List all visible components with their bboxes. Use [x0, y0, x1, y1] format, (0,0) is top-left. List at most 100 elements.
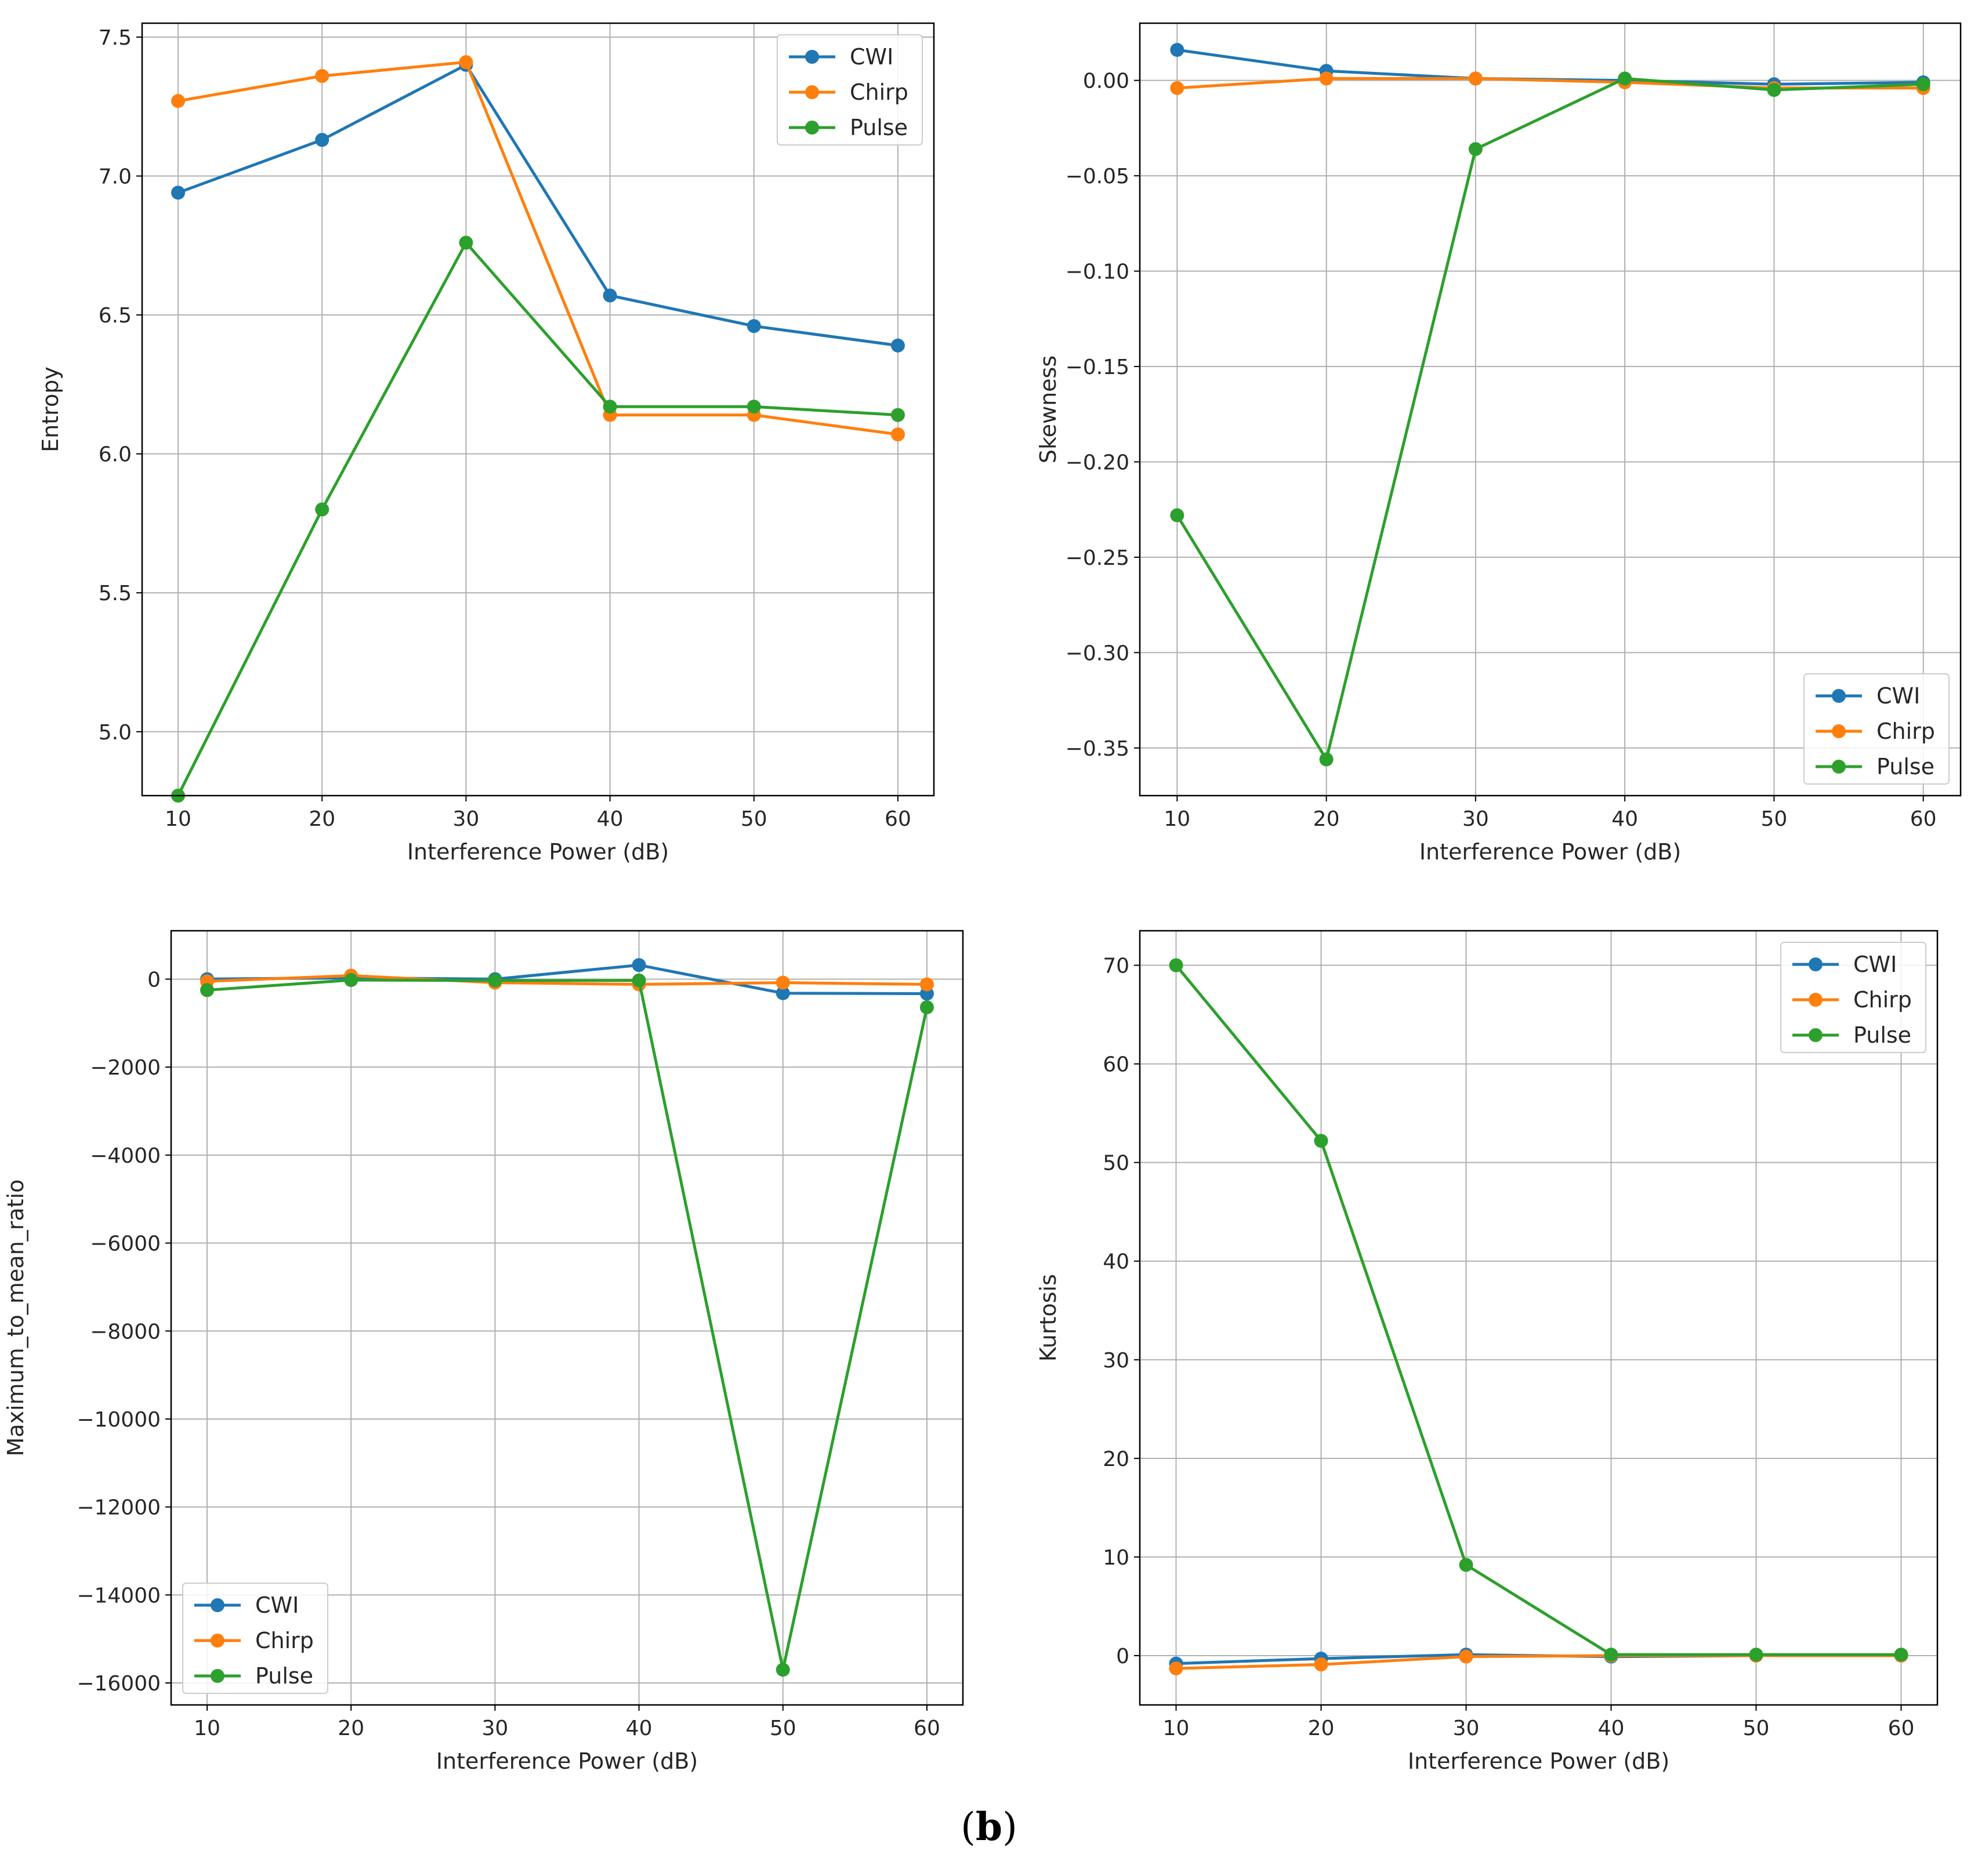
legend-marker-chirp	[1809, 993, 1823, 1007]
data-point-pulse-50	[1767, 83, 1781, 97]
series-line-pulse	[1175, 964, 1901, 1656]
data-point-cwi-60	[890, 338, 905, 353]
y-tick-label: 40	[1103, 1250, 1129, 1274]
legend-marker-chirp	[211, 1634, 224, 1648]
y-tick-label: 10	[1103, 1546, 1129, 1570]
y-tick-label: 50	[1103, 1152, 1129, 1175]
legend-label-pulse: Pulse	[1853, 1022, 1911, 1048]
series-line-pulse	[176, 241, 899, 797]
y-tick-label: −0.15	[1066, 355, 1129, 379]
data-point-cwi-10	[171, 186, 186, 200]
legend-marker-pulse	[1832, 760, 1846, 774]
y-tick-label: −2000	[90, 1056, 161, 1080]
y-tick-label: −0.10	[1066, 260, 1129, 284]
y-tick-label: 6.0	[99, 443, 132, 467]
x-tick-label: 40	[597, 807, 624, 831]
x-axis-label: Interference Power (dB)	[407, 839, 669, 865]
data-point-pulse-60	[1894, 1648, 1908, 1662]
y-tick-label: 0	[1116, 1645, 1129, 1668]
y-tick-label: 7.0	[99, 165, 132, 189]
data-point-pulse-50	[747, 400, 761, 414]
data-point-pulse-40	[603, 400, 617, 414]
data-point-chirp-20	[1314, 1657, 1328, 1672]
y-tick-label: −0.05	[1066, 165, 1129, 188]
x-tick-label: 40	[626, 1717, 653, 1740]
legend-label-chirp: Chirp	[1876, 719, 1935, 744]
y-tick-label: −0.20	[1066, 451, 1129, 474]
x-tick-label: 30	[1453, 1717, 1480, 1740]
y-tick-label: 20	[1103, 1447, 1129, 1471]
y-tick-label: 5.0	[99, 721, 132, 745]
data-point-cwi-50	[776, 986, 790, 1000]
data-point-pulse-20	[315, 502, 329, 517]
x-tick-label: 50	[741, 807, 767, 831]
plot-frame	[141, 22, 935, 797]
legend-marker-chirp	[805, 85, 819, 99]
x-tick-label: 30	[453, 807, 480, 831]
data-point-pulse-10	[1170, 508, 1184, 522]
x-tick-label: 30	[482, 1717, 509, 1740]
legend-marker-cwi	[1832, 689, 1846, 703]
y-tick-label: 0	[147, 968, 161, 992]
legend-marker-pulse	[805, 121, 819, 135]
y-tick-label: −12000	[77, 1496, 161, 1520]
x-tick-label: 40	[1598, 1717, 1625, 1740]
x-tick-label: 10	[1163, 1717, 1190, 1740]
data-point-pulse-30	[488, 973, 502, 988]
legend-marker-pulse	[1809, 1028, 1823, 1042]
y-tick-label: 5.5	[99, 582, 132, 605]
data-point-pulse-50	[1749, 1648, 1763, 1662]
x-tick-label: 30	[1462, 807, 1489, 831]
x-axis-label: Interference Power (dB)	[1419, 839, 1681, 865]
data-point-chirp-60	[890, 427, 905, 442]
y-tick-label: −0.35	[1066, 737, 1129, 761]
data-point-cwi-10	[1170, 43, 1184, 57]
legend-label-cwi: CWI	[1853, 952, 1897, 977]
y-tick-label: −4000	[90, 1144, 161, 1168]
x-tick-label: 50	[770, 1717, 796, 1740]
series-line-cwi	[207, 963, 928, 995]
y-tick-label: −6000	[90, 1232, 161, 1256]
y-tick-label: 60	[1103, 1053, 1129, 1077]
y-tick-label: −0.30	[1066, 641, 1129, 665]
x-tick-label: 20	[309, 807, 335, 831]
y-tick-label: 6.5	[99, 304, 132, 328]
data-point-chirp-10	[171, 94, 186, 108]
series-line-pulse	[1176, 77, 1923, 761]
skewness-panel: 10 20 30 40 50 60 −0.35 −0.30 −0.25 −0.20 −0.15 −0.…	[1035, 22, 1962, 865]
data-point-pulse-20	[1314, 1134, 1328, 1148]
legend-label-pulse: Pulse	[255, 1663, 313, 1689]
data-point-pulse-50	[776, 1663, 790, 1677]
y-tick-label: 70	[1103, 955, 1129, 978]
data-point-pulse-30	[1468, 142, 1483, 157]
y-tick-label: 0.00	[1083, 70, 1129, 93]
data-point-chirp-60	[919, 977, 934, 992]
x-axis-label: Interference Power (dB)	[436, 1748, 698, 1774]
legend-label-chirp: Chirp	[850, 79, 908, 105]
data-point-cwi-20	[315, 133, 329, 147]
y-axis-label: Skewness	[1035, 355, 1061, 463]
legend-label-pulse: Pulse	[1876, 754, 1934, 779]
plot-frame	[170, 930, 964, 1706]
x-tick-label: 60	[1910, 807, 1937, 831]
legend: CWI Chirp Pulse	[1780, 942, 1926, 1053]
data-point-pulse-30	[1459, 1558, 1473, 1572]
x-tick-label: 10	[194, 1717, 220, 1740]
series-line-chirp	[1176, 1654, 1901, 1670]
data-point-chirp-30	[1459, 1649, 1473, 1664]
data-point-cwi-40	[603, 288, 617, 303]
legend: CWI Chirp Pulse	[1803, 673, 1950, 785]
y-tick-label: −8000	[90, 1320, 161, 1344]
legend-marker-cwi	[211, 1598, 224, 1612]
data-point-pulse-10	[1169, 958, 1183, 973]
legend-label-cwi: CWI	[850, 44, 893, 70]
legend-marker-chirp	[1832, 724, 1846, 738]
y-tick-label: −10000	[77, 1408, 161, 1432]
legend: CWI Chirp Pulse	[182, 1583, 328, 1694]
x-tick-label: 60	[1888, 1717, 1915, 1740]
data-point-chirp-30	[1468, 71, 1483, 86]
y-tick-label: −14000	[77, 1584, 161, 1608]
legend-marker-cwi	[805, 50, 819, 64]
figure-caption: (b)	[961, 1804, 1017, 1849]
